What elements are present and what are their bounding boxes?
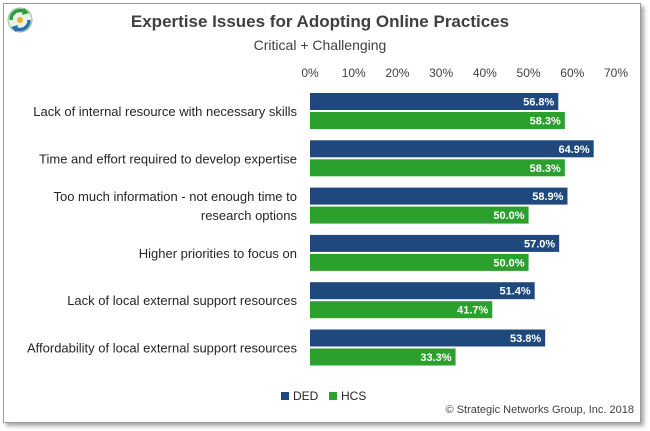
data-label: 58.9% bbox=[532, 191, 563, 203]
legend-label-ded: DED bbox=[293, 389, 319, 403]
category-label: research options bbox=[201, 208, 298, 223]
bar-ded bbox=[310, 140, 594, 158]
x-tick-label: 20% bbox=[385, 66, 409, 80]
bar-ded bbox=[310, 282, 535, 300]
data-label: 64.9% bbox=[559, 144, 590, 156]
data-label: 50.0% bbox=[493, 210, 524, 222]
category-label: Lack of internal resource with necessary… bbox=[33, 104, 297, 119]
data-label: 41.7% bbox=[457, 305, 488, 317]
category-label: Affordability of local external support … bbox=[27, 341, 298, 356]
data-label: 58.3% bbox=[530, 116, 561, 128]
category-label: Too much information - not enough time t… bbox=[53, 189, 297, 204]
data-label: 53.8% bbox=[510, 333, 541, 345]
x-tick-label: 40% bbox=[473, 66, 497, 80]
company-logo-icon bbox=[7, 7, 33, 33]
legend-label-hcs: HCS bbox=[341, 389, 366, 403]
copyright-text: © Strategic Networks Group, Inc. 2018 bbox=[445, 404, 634, 416]
bar-hcs bbox=[310, 159, 565, 177]
data-label: 33.3% bbox=[420, 352, 451, 364]
chart-title: Expertise Issues for Adopting Online Pra… bbox=[130, 12, 510, 31]
bar-hcs bbox=[310, 112, 565, 129]
bar-ded bbox=[310, 329, 546, 347]
legend-swatch-ded bbox=[281, 392, 289, 400]
bar-ded bbox=[310, 93, 559, 110]
data-label: 58.3% bbox=[530, 163, 561, 175]
data-label: 50.0% bbox=[493, 257, 524, 269]
x-tick-label: 60% bbox=[560, 66, 584, 80]
x-tick-label: 10% bbox=[342, 66, 366, 80]
x-tick-label: 70% bbox=[604, 66, 628, 80]
data-label: 51.4% bbox=[499, 286, 530, 298]
bar-ded bbox=[310, 187, 568, 205]
x-tick-label: 0% bbox=[301, 66, 319, 80]
category-label: Higher priorities to focus on bbox=[139, 246, 297, 261]
bar-ded bbox=[310, 234, 560, 252]
bar-hcs bbox=[310, 206, 529, 224]
chart-subtitle: Critical + Challenging bbox=[253, 37, 387, 53]
category-label: Time and effort required to develop expe… bbox=[39, 151, 297, 166]
x-tick-label: 30% bbox=[429, 66, 453, 80]
data-label: 57.0% bbox=[524, 238, 555, 250]
x-tick-label: 50% bbox=[517, 66, 541, 80]
bar-hcs bbox=[310, 301, 493, 319]
category-label: Lack of local external support resources bbox=[67, 293, 297, 308]
bar-hcs bbox=[310, 348, 456, 366]
bar-hcs bbox=[310, 253, 529, 271]
data-label: 56.8% bbox=[523, 97, 554, 109]
legend-swatch-hcs bbox=[329, 392, 337, 400]
